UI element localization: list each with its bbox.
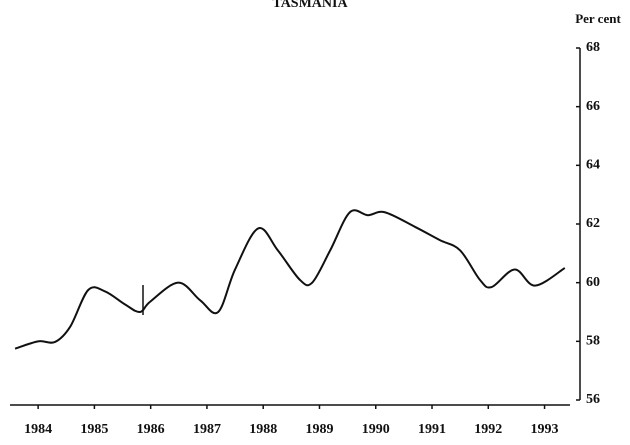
x-tick-label: 1993	[531, 422, 559, 437]
y-tick-label: 66	[586, 99, 600, 114]
x-tick-label: 1986	[137, 422, 165, 437]
x-tick-label: 1988	[249, 422, 277, 437]
x-tick-label: 1985	[80, 422, 108, 437]
x-tick-label: 1989	[305, 422, 333, 437]
x-tick-label: 1987	[193, 422, 221, 437]
y-tick-label: 64	[586, 158, 600, 173]
y-tick-label: 62	[586, 216, 600, 231]
y-tick-label: 56	[586, 392, 600, 407]
x-tick-label: 1991	[418, 422, 446, 437]
data-line	[14, 209, 566, 350]
y-tick-label: 58	[586, 334, 600, 349]
y-tick-label: 60	[586, 275, 600, 290]
x-tick-label: 1984	[24, 422, 52, 437]
chart-title: TASMANIA	[272, 0, 348, 11]
y-axis-label: Per cent	[575, 11, 621, 26]
y-tick-label: 68	[586, 40, 600, 55]
x-tick-label: 1990	[362, 422, 390, 437]
x-tick-label: 1992	[474, 422, 502, 437]
